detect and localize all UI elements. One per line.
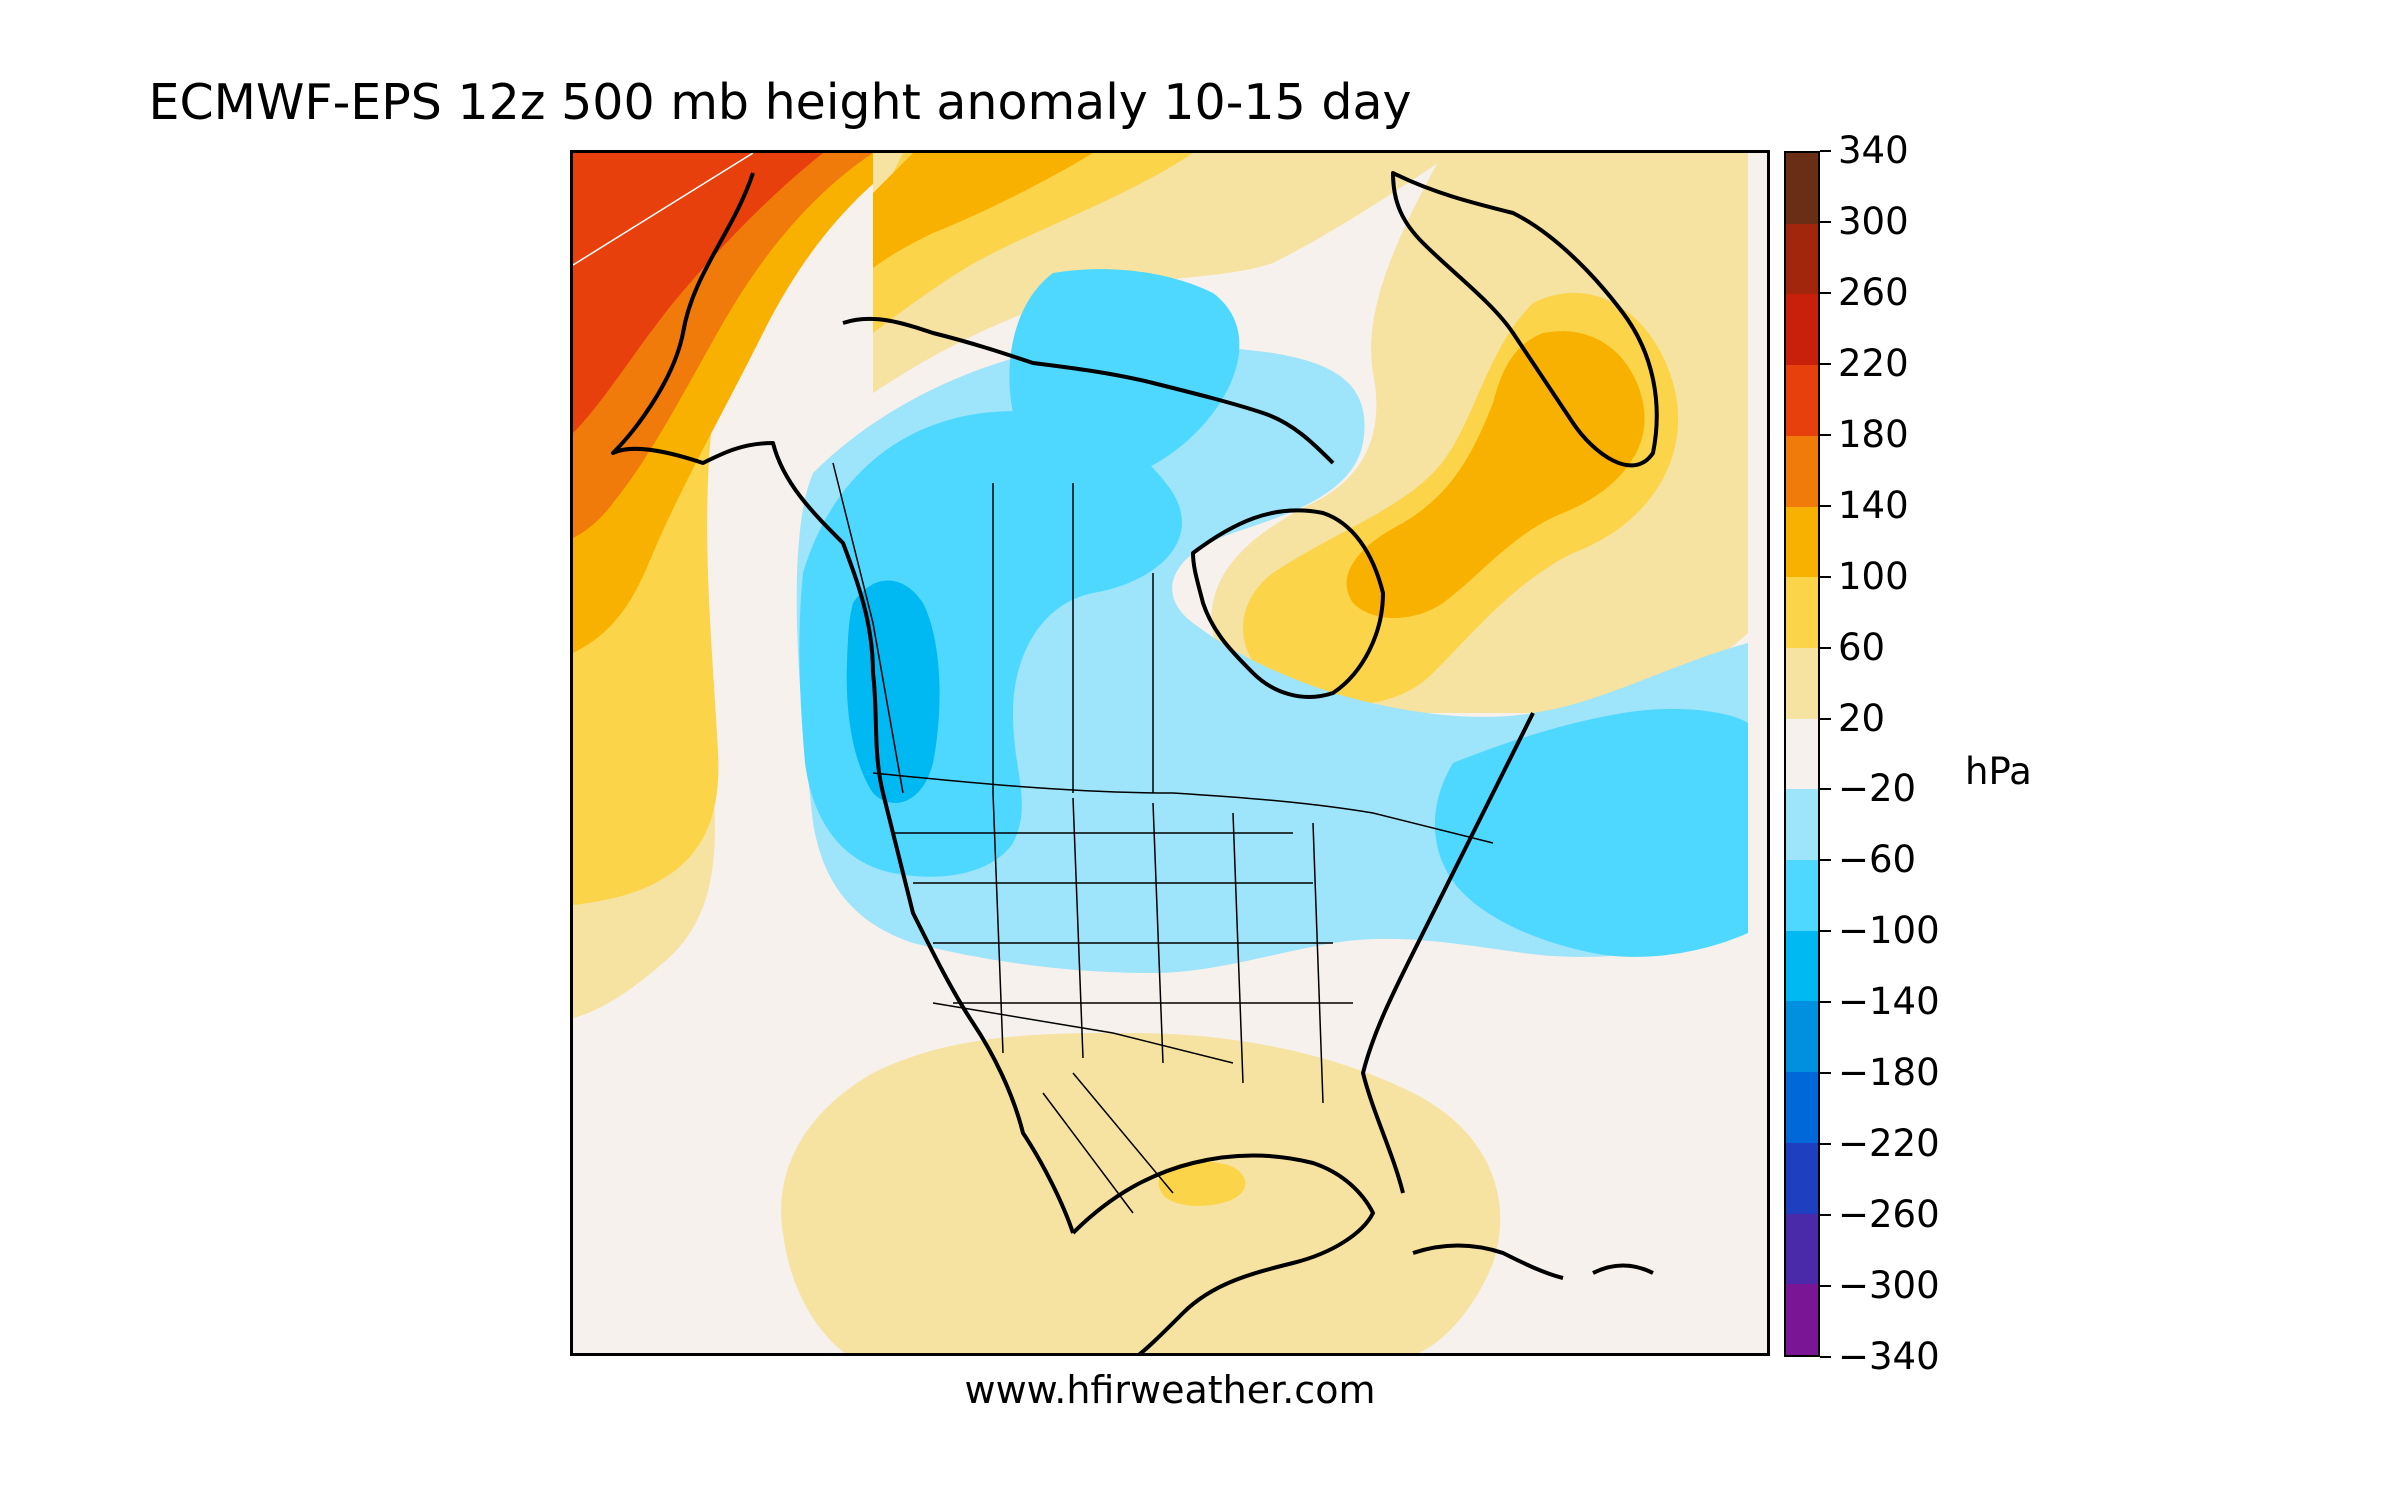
colorbar-tick-mark <box>1820 150 1831 152</box>
colorbar-segment <box>1786 506 1818 578</box>
colorbar-tick-mark <box>1820 1214 1831 1217</box>
border-us-mexico <box>932 1002 1234 1064</box>
border-us-v2 <box>1072 797 1084 1059</box>
coastline-hudson <box>1191 508 1385 699</box>
colorbar-tick-label: 100 <box>1838 554 1909 598</box>
colorbar-tick-mark <box>1820 717 1831 720</box>
colorbar-tick-mark <box>1820 362 1831 365</box>
colorbar-tick-mark <box>1820 1072 1831 1075</box>
border-us-v1 <box>992 792 1004 1054</box>
colorbar-tick-label: −340 <box>1838 1335 1940 1378</box>
borders-layer <box>832 462 1494 1214</box>
colorbar-segment <box>1786 1142 1818 1214</box>
colorbar-segment <box>1786 1284 1818 1355</box>
colorbar-tick-mark <box>1820 291 1831 294</box>
border-mexico-2 <box>1072 1072 1174 1194</box>
colorbar-tick-label: 260 <box>1838 270 1909 314</box>
border-us-canada <box>872 772 1494 844</box>
coastline-hispaniola <box>1592 1263 1654 1275</box>
colorbar-segment <box>1786 647 1818 719</box>
colorbar-tick-label: −60 <box>1838 838 1917 882</box>
colorbar-tick-label: 140 <box>1838 483 1909 527</box>
colorbar-tick-label: −140 <box>1838 980 1940 1024</box>
contour-neg-atlantic-60 <box>1434 708 1748 957</box>
border-us-v4 <box>1232 812 1244 1084</box>
contour-pos-gulf-20 <box>781 1033 1501 1353</box>
colorbar-tick-label: 20 <box>1838 696 1886 740</box>
colorbar-tick-label: 300 <box>1838 199 1909 243</box>
colorbar-tick-label: 340 <box>1838 129 1909 172</box>
coastline-gulf <box>1071 1153 1375 1353</box>
coastline-west <box>611 172 1075 1234</box>
colorbar-tick-label: −100 <box>1838 909 1940 953</box>
colorbar-tick-label: 60 <box>1838 625 1886 669</box>
colorbar-tick-label: 220 <box>1838 341 1909 385</box>
colorbar-tick-label: −20 <box>1838 767 1917 811</box>
colorbar-segment <box>1786 1001 1818 1073</box>
contour-pos-greenland-100 <box>1346 331 1645 618</box>
colorbar-tick-label: −220 <box>1838 1122 1940 1166</box>
colorbar-tick-mark <box>1820 1001 1831 1004</box>
colorbar-tick-label: −180 <box>1838 1051 1940 1095</box>
colorbar-segment <box>1786 577 1818 648</box>
coastline-layer <box>611 171 1659 1353</box>
colorbar-segment <box>1786 789 1818 861</box>
colorbar-tick-label: 180 <box>1838 412 1909 456</box>
colorbar-unit-label: hPa <box>1965 750 2032 793</box>
colorbar-segment <box>1786 1213 1818 1285</box>
map-svg <box>573 153 1748 1353</box>
colorbar-tick-mark <box>1820 504 1831 507</box>
border-us-v5 <box>1312 822 1324 1104</box>
colorbar-ticks: 340 300 260 220 180 140 100 60 20 −20 −60 −100 −140 −… <box>1820 129 1980 1378</box>
colorbar-tick-mark <box>1820 930 1831 933</box>
credit-text: www.hfirweather.com <box>964 1368 1376 1412</box>
contour-pos-gulf-60 <box>1158 1161 1246 1206</box>
coastline-east <box>1361 712 1535 1194</box>
coastline-greenland <box>1391 171 1659 468</box>
chart-title: ECMWF-EPS 12z 500 mb height anomaly 10-1… <box>148 74 1412 131</box>
colorbar <box>1784 151 1820 1357</box>
contour-pos-top-100 <box>873 153 1093 268</box>
colorbar-tick-mark <box>1820 1143 1831 1146</box>
colorbar-segment <box>1786 294 1818 366</box>
colorbar-tick-mark <box>1820 788 1831 791</box>
colorbar-segment <box>1786 435 1818 507</box>
border-us-v3 <box>1152 802 1164 1064</box>
colorbar-segment <box>1786 1072 1818 1143</box>
grid-line <box>573 153 754 266</box>
colorbar-tick-mark <box>1820 859 1831 862</box>
anomaly-map <box>570 150 1770 1356</box>
colorbar-tick-mark <box>1820 433 1831 436</box>
coastline-cuba <box>1412 1243 1564 1280</box>
colorbar-tick-label: −300 <box>1838 1264 1940 1308</box>
colorbar-tick-mark <box>1820 1285 1831 1288</box>
colorbar-segment <box>1786 718 1818 790</box>
colorbar-tick-mark <box>1820 1356 1831 1358</box>
colorbar-segment <box>1786 223 1818 295</box>
colorbar-tick-label: −260 <box>1838 1193 1940 1237</box>
anomaly-fill-layer <box>573 153 1748 1353</box>
border-ab-bc <box>832 462 904 794</box>
colorbar-segment <box>1786 860 1818 931</box>
colorbar-tick-mark <box>1820 646 1831 649</box>
colorbar-tick-mark <box>1820 220 1831 223</box>
coastline-arctic <box>842 316 1335 465</box>
colorbar-tick-mark <box>1820 575 1831 578</box>
colorbar-segment <box>1786 153 1818 224</box>
border-mexico-1 <box>1042 1092 1134 1214</box>
colorbar-segment <box>1786 930 1818 1002</box>
colorbar-segment <box>1786 365 1818 436</box>
contour-pos-180 <box>573 153 823 433</box>
